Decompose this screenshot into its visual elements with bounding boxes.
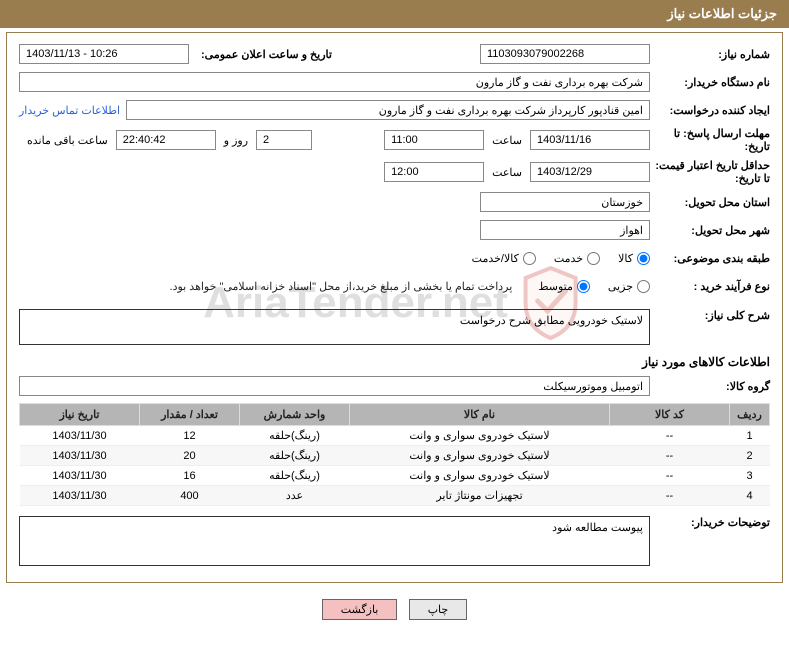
purchase-type-label: نوع فرآیند خرید : [650,280,770,293]
cell-date: 1403/11/30 [20,446,140,466]
cell-qty: 16 [140,466,240,486]
th-code: کد کالا [610,404,730,426]
table-row: 3--لاستیک خودروی سواری و وانت(رینگ)حلقه1… [20,466,770,486]
table-row: 2--لاستیک خودروی سواری و وانت(رینگ)حلقه2… [20,446,770,466]
cell-name: لاستیک خودروی سواری و وانت [350,426,610,446]
page-title: جزئیات اطلاعات نیاز [667,6,777,21]
buyer-org-field: شرکت بهره برداری نفت و گاز مارون [19,72,650,92]
table-row: 4--تجهیزات مونتاژ تایرعدد4001403/11/30 [20,486,770,506]
group-label: گروه کالا: [650,380,770,393]
row-classification: طبقه بندی موضوعی: کالا خدمت کالا/خدمت [19,247,770,269]
cell-unit: عدد [240,486,350,506]
cell-idx: 3 [730,466,770,486]
row-buyer-org: نام دستگاه خریدار: شرکت بهره برداری نفت … [19,71,770,93]
creator-label: ایجاد کننده درخواست: [650,104,770,117]
cell-qty: 20 [140,446,240,466]
th-unit: واحد شمارش [240,404,350,426]
row-city: شهر محل تحویل: اهواز [19,219,770,241]
radio-small[interactable]: جزیی [608,280,650,293]
cell-unit: (رینگ)حلقه [240,446,350,466]
cell-name: تجهیزات مونتاژ تایر [350,486,610,506]
cell-idx: 2 [730,446,770,466]
general-desc-label: شرح کلی نیاز: [650,309,770,322]
cell-date: 1403/11/30 [20,486,140,506]
need-number-label: شماره نیاز: [650,48,770,61]
creator-field: امین قنادپور کارپرداز شرکت بهره برداری ن… [126,100,650,120]
cell-idx: 1 [730,426,770,446]
row-creator: ایجاد کننده درخواست: امین قنادپور کارپرد… [19,99,770,121]
main-frame: AriaTender.net شماره نیاز: 1103093079002… [6,32,783,583]
province-field: خوزستان [480,192,650,212]
row-need-number: شماره نیاز: 1103093079002268 تاریخ و ساع… [19,43,770,65]
row-group: گروه کالا: اتومبیل وموتورسیکلت [19,375,770,397]
th-date: تاریخ نیاز [20,404,140,426]
city-field: اهواز [480,220,650,240]
announce-date-label: تاریخ و ساعت اعلان عمومی: [197,48,332,61]
response-deadline-label: مهلت ارسال پاسخ: تا تاریخ: [650,127,770,153]
time-label-1: ساعت [484,134,530,147]
print-button[interactable]: چاپ [409,599,468,620]
province-label: استان محل تحویل: [650,196,770,209]
remaining-label: ساعت باقی مانده [19,134,116,147]
goods-info-section: اطلاعات کالاهای مورد نیاز [19,355,770,369]
row-province: استان محل تحویل: خوزستان [19,191,770,213]
announce-date-field: 1403/11/13 - 10:26 [19,44,189,64]
need-number-field: 1103093079002268 [480,44,650,64]
response-time-field: 11:00 [384,130,484,150]
validity-time-field: 12:00 [384,162,484,182]
cell-date: 1403/11/30 [20,466,140,486]
cell-name: لاستیک خودروی سواری و وانت [350,446,610,466]
group-field: اتومبیل وموتورسیکلت [19,376,650,396]
row-validity: حداقل تاریخ اعتبار قیمت: تا تاریخ: 1403/… [19,159,770,185]
buyer-notes-field: پیوست مطالعه شود [19,516,650,566]
radio-khedmat[interactable]: خدمت [554,252,600,265]
row-general-desc: شرح کلی نیاز: لاستیک خودرویی مطابق شرح د… [19,309,770,345]
goods-table: ردیف کد کالا نام کالا واحد شمارش تعداد /… [19,403,770,506]
buyer-org-label: نام دستگاه خریدار: [650,76,770,89]
cell-idx: 4 [730,486,770,506]
validity-date-field: 1403/12/29 [530,162,650,182]
page-header: جزئیات اطلاعات نیاز [0,0,789,28]
days-and-label: روز و [216,134,256,147]
buyer-notes-label: توضیحات خریدار: [650,516,770,529]
general-desc-field: لاستیک خودرویی مطابق شرح درخواست [19,309,650,345]
table-row: 1--لاستیک خودروی سواری و وانت(رینگ)حلقه1… [20,426,770,446]
days-remaining-field: 2 [256,130,312,150]
row-buyer-notes: توضیحات خریدار: پیوست مطالعه شود [19,516,770,566]
city-label: شهر محل تحویل: [650,224,770,237]
classification-label: طبقه بندی موضوعی: [650,252,770,265]
th-idx: ردیف [730,404,770,426]
row-response-deadline: مهلت ارسال پاسخ: تا تاریخ: 1403/11/16 سا… [19,127,770,153]
th-qty: تعداد / مقدار [140,404,240,426]
cell-code: -- [610,466,730,486]
buyer-contact-link[interactable]: اطلاعات تماس خریدار [19,104,120,117]
payment-note: پرداخت تمام یا بخشی از مبلغ خرید،از محل … [170,280,513,293]
cell-qty: 12 [140,426,240,446]
table-header-row: ردیف کد کالا نام کالا واحد شمارش تعداد /… [20,404,770,426]
cell-unit: (رینگ)حلقه [240,426,350,446]
radio-medium[interactable]: متوسط [538,280,590,293]
radio-kala[interactable]: کالا [618,252,650,265]
back-button[interactable]: بازگشت [322,599,398,620]
cell-date: 1403/11/30 [20,426,140,446]
cell-code: -- [610,446,730,466]
validity-label: حداقل تاریخ اعتبار قیمت: تا تاریخ: [650,159,770,185]
cell-unit: (رینگ)حلقه [240,466,350,486]
time-remaining-field: 22:40:42 [116,130,216,150]
cell-code: -- [610,426,730,446]
cell-qty: 400 [140,486,240,506]
response-date-field: 1403/11/16 [530,130,650,150]
radio-kala-khedmat[interactable]: کالا/خدمت [472,252,536,265]
time-label-2: ساعت [484,166,530,179]
th-name: نام کالا [350,404,610,426]
cell-code: -- [610,486,730,506]
cell-name: لاستیک خودروی سواری و وانت [350,466,610,486]
row-purchase-type: نوع فرآیند خرید : جزیی متوسط پرداخت تمام… [19,275,770,297]
footer-buttons: چاپ بازگشت [0,593,789,626]
